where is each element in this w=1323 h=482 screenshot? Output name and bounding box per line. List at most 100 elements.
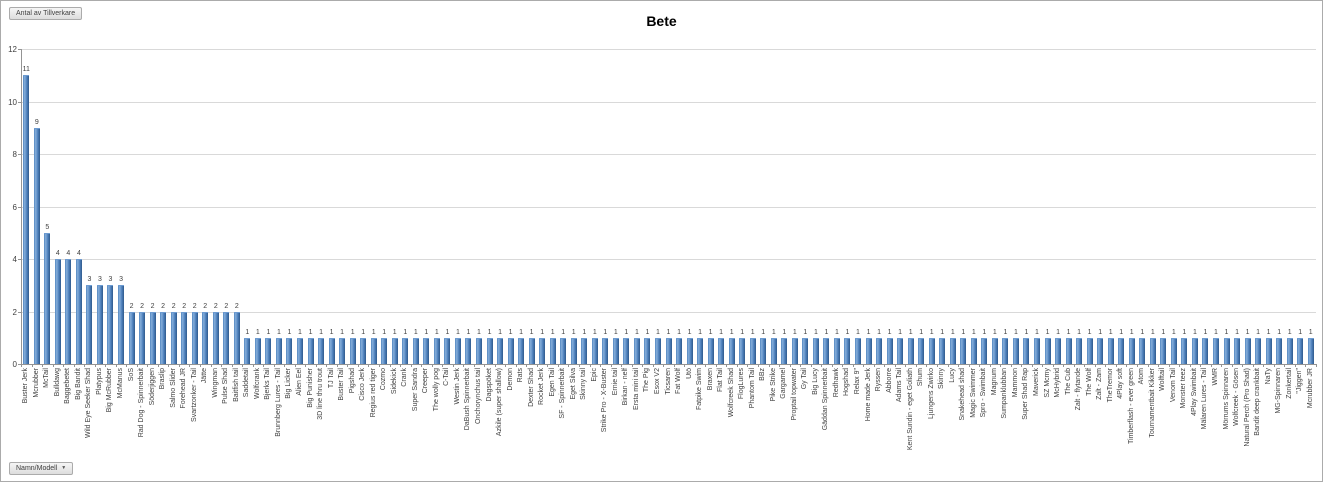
bar[interactable] [560, 337, 567, 364]
bar[interactable] [1160, 337, 1167, 364]
bar[interactable] [170, 311, 177, 364]
bar[interactable] [497, 337, 504, 364]
bar[interactable] [644, 337, 651, 364]
bar[interactable] [1044, 337, 1051, 364]
bar[interactable] [812, 337, 819, 364]
bar[interactable] [970, 337, 977, 364]
bar[interactable] [676, 337, 683, 364]
bar[interactable] [907, 337, 914, 364]
bar[interactable] [791, 337, 798, 364]
bar[interactable] [265, 337, 272, 364]
bar[interactable] [633, 337, 640, 364]
bar[interactable] [1139, 337, 1146, 364]
bar[interactable] [1086, 337, 1093, 364]
bar[interactable] [391, 337, 398, 364]
bar[interactable] [928, 337, 935, 364]
bar[interactable] [412, 337, 419, 364]
bar[interactable] [665, 337, 672, 364]
bar[interactable] [1276, 337, 1283, 364]
bar[interactable] [1244, 337, 1251, 364]
bar[interactable] [349, 337, 356, 364]
bar[interactable] [212, 311, 219, 364]
bar[interactable] [1191, 337, 1198, 364]
bar[interactable] [802, 337, 809, 364]
bar[interactable] [918, 337, 925, 364]
bar[interactable] [1234, 337, 1241, 364]
bar[interactable] [612, 337, 619, 364]
bar[interactable] [44, 232, 51, 364]
bar[interactable] [1097, 337, 1104, 364]
bar[interactable] [528, 337, 535, 364]
bar[interactable] [1307, 337, 1314, 364]
bar[interactable] [939, 337, 946, 364]
bar[interactable] [433, 337, 440, 364]
bar[interactable] [475, 337, 482, 364]
bar[interactable] [991, 337, 998, 364]
bar[interactable] [981, 337, 988, 364]
bar[interactable] [718, 337, 725, 364]
bar[interactable] [23, 75, 30, 364]
bar[interactable] [139, 311, 146, 364]
bar[interactable] [539, 337, 546, 364]
bar[interactable] [960, 337, 967, 364]
bar[interactable] [128, 311, 135, 364]
bar[interactable] [54, 259, 61, 364]
bar[interactable] [1128, 337, 1135, 364]
bar[interactable] [318, 337, 325, 364]
bar[interactable] [307, 337, 314, 364]
bar[interactable] [1107, 337, 1114, 364]
bar[interactable] [876, 337, 883, 364]
bar[interactable] [1181, 337, 1188, 364]
bar[interactable] [823, 337, 830, 364]
bar[interactable] [1055, 337, 1062, 364]
bar[interactable] [465, 337, 472, 364]
bar[interactable] [1065, 337, 1072, 364]
bar[interactable] [1202, 337, 1209, 364]
bar[interactable] [1265, 337, 1272, 364]
bar[interactable] [897, 337, 904, 364]
bar[interactable] [381, 337, 388, 364]
bar[interactable] [244, 337, 251, 364]
bar[interactable] [1223, 337, 1230, 364]
bar[interactable] [697, 337, 704, 364]
bar[interactable] [844, 337, 851, 364]
bar[interactable] [865, 337, 872, 364]
bar[interactable] [707, 337, 714, 364]
bar[interactable] [591, 337, 598, 364]
bar[interactable] [275, 337, 282, 364]
bar[interactable] [328, 337, 335, 364]
bar[interactable] [549, 337, 556, 364]
bar[interactable] [886, 337, 893, 364]
bar[interactable] [454, 337, 461, 364]
bar[interactable] [1076, 337, 1083, 364]
bar[interactable] [1012, 337, 1019, 364]
bar[interactable] [507, 337, 514, 364]
bar[interactable] [781, 337, 788, 364]
bar[interactable] [833, 337, 840, 364]
bar[interactable] [1002, 337, 1009, 364]
bar[interactable] [33, 127, 40, 364]
bar[interactable] [623, 337, 630, 364]
bar[interactable] [191, 311, 198, 364]
bar[interactable] [570, 337, 577, 364]
bar[interactable] [770, 337, 777, 364]
pivot-field-button-axis[interactable]: Namn/Modell ▼ [9, 462, 74, 475]
bar[interactable] [360, 337, 367, 364]
bar[interactable] [233, 311, 240, 364]
bar[interactable] [339, 337, 346, 364]
bar[interactable] [1118, 337, 1125, 364]
bar[interactable] [286, 337, 293, 364]
bar[interactable] [86, 285, 93, 364]
bar[interactable] [423, 337, 430, 364]
bar[interactable] [518, 337, 525, 364]
bar[interactable] [1149, 337, 1156, 364]
bar[interactable] [739, 337, 746, 364]
bar[interactable] [1286, 337, 1293, 364]
bar[interactable] [149, 311, 156, 364]
bar[interactable] [96, 285, 103, 364]
bar[interactable] [65, 259, 72, 364]
bar[interactable] [202, 311, 209, 364]
bar[interactable] [602, 337, 609, 364]
bar[interactable] [370, 337, 377, 364]
bar[interactable] [254, 337, 261, 364]
